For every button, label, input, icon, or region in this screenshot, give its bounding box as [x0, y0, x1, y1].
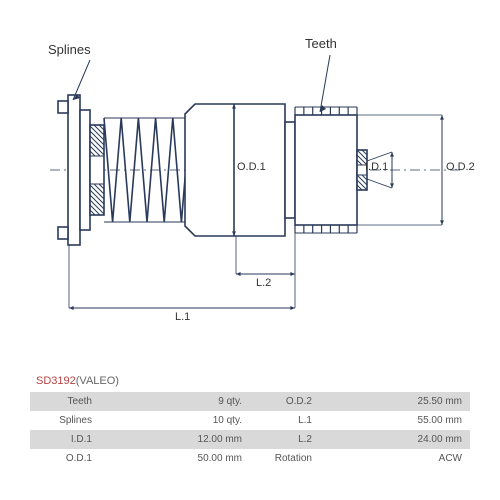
part-brand: (VALEO) — [76, 375, 119, 387]
label-teeth: Teeth — [305, 36, 337, 51]
label-splines: Splines — [48, 42, 91, 57]
label-id1: I.D.1 — [365, 161, 388, 173]
label-od1: O.D.1 — [237, 161, 266, 173]
table-row: O.D.150.00 mmRotationACW — [30, 449, 470, 468]
technical-drawing: Splines Teeth O.D.1 O.D.2 I.D.1 L.1 L.2 — [30, 30, 470, 350]
table-row: Teeth9 qty.O.D.225.50 mm — [30, 392, 470, 411]
label-od2: O.D.2 — [446, 161, 475, 173]
part-title: SD3192(VALEO) — [36, 375, 119, 387]
specs-table: Teeth9 qty.O.D.225.50 mmSplines10 qty.L.… — [30, 392, 470, 468]
label-l1: L.1 — [175, 311, 190, 323]
table-row: Splines10 qty.L.155.00 mm — [30, 411, 470, 430]
table-row: I.D.112.00 mmL.224.00 mm — [30, 430, 470, 449]
part-code: SD3192 — [36, 375, 76, 387]
label-l2: L.2 — [256, 277, 271, 289]
